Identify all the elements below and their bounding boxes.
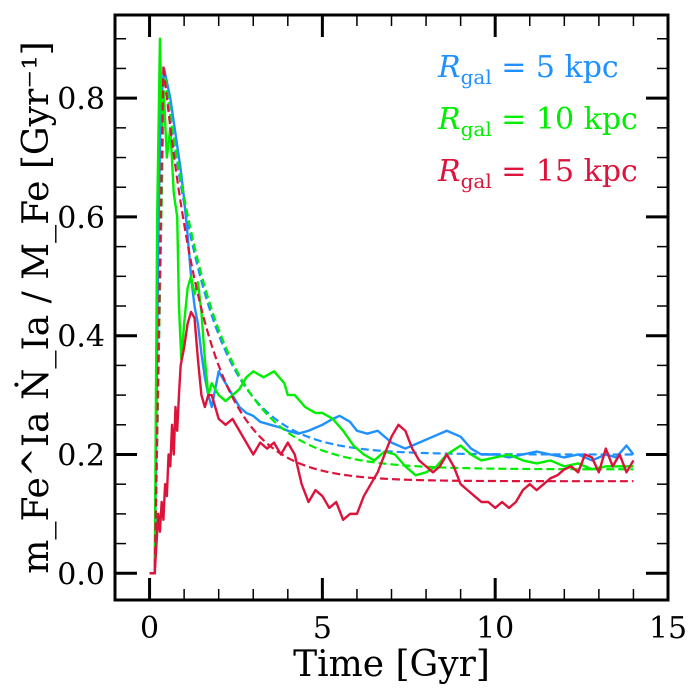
series-model-line — [149, 65, 634, 575]
legend: Rgal = 5 kpc Rgal = 10 kpc Rgal = 15 kpc — [437, 50, 638, 193]
x-axis-title: Time [Gyr] — [293, 644, 490, 685]
plot-frame — [113, 13, 670, 602]
y-tick-label: 0.0 — [57, 557, 105, 592]
series-line — [149, 67, 635, 575]
series-line — [149, 310, 635, 575]
y-tick-label: 0.6 — [57, 201, 105, 236]
y-axis-title: m_Fe^Ia Ṅ_Ia / M_Fe [Gyr⁻¹] — [15, 41, 57, 573]
legend-entry: Rgal = 10 kpc — [437, 102, 638, 141]
legend-entry: Rgal = 15 kpc — [437, 154, 638, 193]
legend-entry: Rgal = 5 kpc — [437, 50, 619, 89]
x-tick-label: 0 — [140, 611, 159, 646]
y-tick-label: 0.2 — [57, 438, 105, 473]
series-layer — [149, 37, 635, 575]
x-tick-label: 10 — [476, 611, 514, 646]
y-tick-label: 0.8 — [57, 82, 105, 117]
y-tick-label: 0.4 — [57, 320, 105, 355]
series-model-line — [149, 76, 634, 575]
x-tick-label: 15 — [649, 611, 687, 646]
series-line — [149, 37, 634, 575]
tick-labels: 0 5 10 15 0.0 0.2 0.4 0.6 0.8 — [57, 82, 687, 646]
series-model-line — [149, 76, 634, 575]
x-tick-label: 5 — [313, 611, 332, 646]
